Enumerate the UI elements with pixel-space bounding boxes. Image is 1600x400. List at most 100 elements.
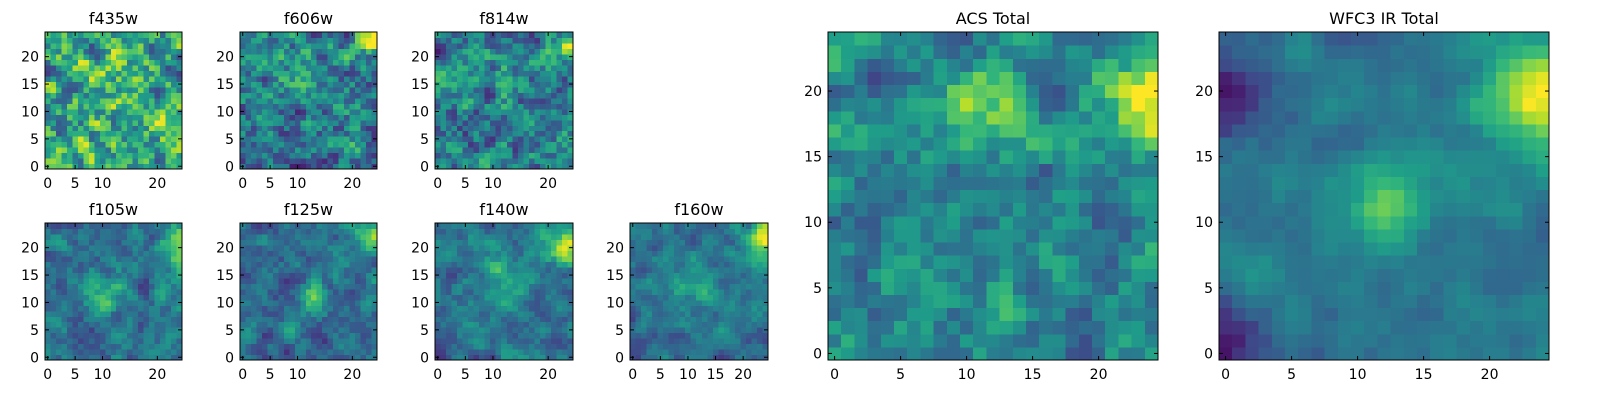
heatmap-cell [66,125,73,132]
heatmap-cell [490,228,497,235]
heatmap-cell [690,305,697,312]
heatmap-cell [261,48,268,55]
heatmap-cell [512,75,519,82]
heatmap-cell [66,81,73,88]
heatmap-cell [495,316,502,323]
heatmap-cell [523,125,530,132]
heatmap-cell [311,233,318,241]
heatmap-cell [440,332,447,339]
heatmap-cell [1118,346,1133,361]
heatmap-cell [349,48,356,55]
heatmap-cell [283,37,290,44]
heatmap-cell [1078,281,1093,295]
heatmap-cell [999,150,1014,164]
heatmap-cell [256,81,263,88]
heatmap-cell [99,244,106,251]
heatmap-cell [740,338,747,345]
heatmap-cell [550,272,558,279]
heatmap-cell [267,349,274,356]
heatmap-cell [690,338,697,345]
heatmap-cell [473,272,480,279]
heatmap-cell [66,136,73,143]
heatmap-cell [154,294,161,301]
heatmap-cell [360,250,367,257]
heatmap-cell [50,75,57,82]
heatmap-cell [105,103,112,110]
heatmap-cell [278,141,285,148]
heatmap-cell [77,266,84,273]
heatmap-cell [132,288,139,295]
heatmap-cell [528,294,535,301]
heatmap-cell [517,288,524,295]
heatmap-cell [83,158,90,165]
heatmap-cell [121,48,128,55]
heatmap-cell [45,283,52,290]
heatmap-cell [641,316,648,323]
heatmap-cell [77,152,84,159]
heatmap-cell [734,354,741,361]
heatmap-cell [550,305,558,312]
heatmap-cell [986,150,1001,164]
heatmap-cell [484,81,491,88]
heatmap-cell [679,255,686,262]
heatmap-cell [355,316,362,323]
heatmap-cell [267,233,274,241]
heatmap-cell [121,152,128,159]
heatmap-cell [894,163,908,177]
heatmap-cell [1065,255,1080,269]
heatmap-cell [55,119,63,126]
heatmap-cell [344,97,351,104]
heatmap-cell [652,283,659,290]
heatmap-cell [294,316,301,323]
heatmap-cell [550,266,558,273]
heatmap-cell [501,97,508,104]
heatmap-cell [446,163,453,170]
heatmap-cell [545,125,552,132]
heatmap-cell [756,255,764,262]
heatmap-cell [707,228,714,235]
heatmap-cell [635,228,642,235]
heatmap-cell [316,255,323,262]
heatmap-cell [723,233,730,241]
heatmap-cell [132,223,139,230]
heatmap-cell [344,81,351,88]
heatmap-cell [528,327,535,334]
heatmap-cell [550,125,558,132]
heatmap-cell [371,343,378,350]
heatmap-cell [690,327,697,334]
heatmap-cell [327,223,334,230]
heatmap-cell [641,343,648,350]
heatmap-cell [495,141,502,148]
heatmap-cell [45,228,52,235]
heatmap-cell [1131,176,1146,191]
heatmap-cell [272,37,279,44]
heatmap-cell [272,163,279,170]
heatmap-cell [561,310,569,317]
heatmap-cell [1105,228,1119,243]
heatmap-cell [138,103,145,110]
heatmap-cell [338,119,345,126]
heatmap-cell [61,305,68,312]
heatmap-cell [127,70,134,77]
heatmap-cell [451,147,458,154]
heatmap-cell [440,233,447,241]
heatmap-cell [501,64,508,71]
heatmap-cell [250,233,258,241]
heatmap-cell [94,354,101,361]
heatmap-cell [1144,294,1159,309]
heatmap-cell [160,92,167,99]
heatmap-cell [272,261,279,268]
heatmap-cell [143,228,150,235]
heatmap-cell [512,59,519,66]
heatmap-cell [674,283,681,290]
heatmap-cell [289,354,296,361]
heatmap-cell [567,141,574,148]
heatmap-cell [256,147,263,154]
heatmap-cell [484,354,491,361]
heatmap-cell [110,97,117,104]
heatmap-cell [94,42,101,50]
heatmap-cell [894,320,908,335]
heatmap-cell [534,86,541,93]
heatmap-cell [138,75,145,82]
heatmap-cell [344,288,351,295]
